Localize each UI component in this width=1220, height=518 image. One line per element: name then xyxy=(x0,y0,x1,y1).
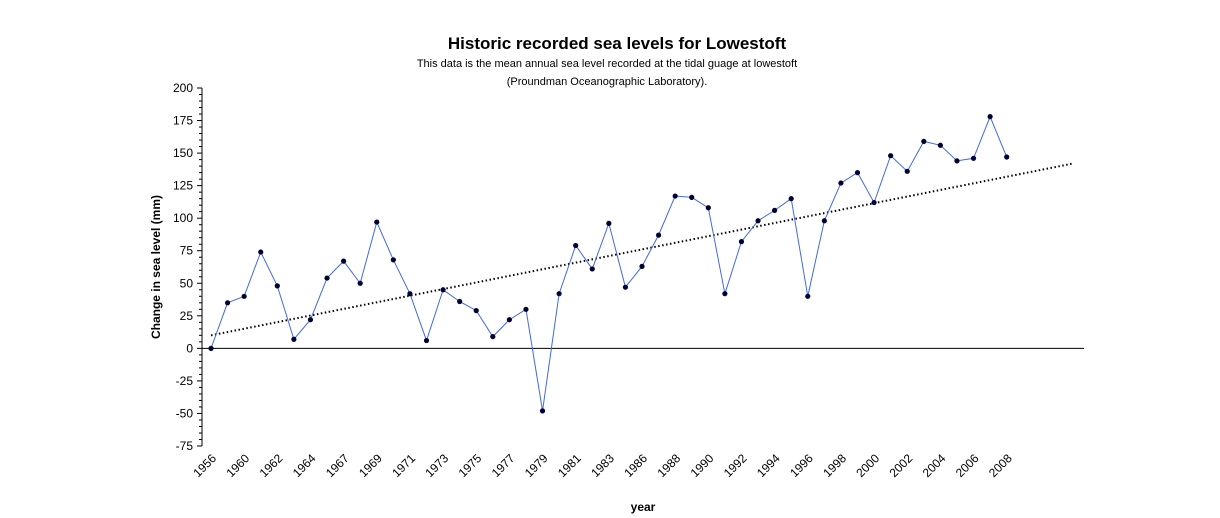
data-point xyxy=(539,408,546,414)
data-point xyxy=(987,114,993,120)
x-tick-label: 1998 xyxy=(820,451,849,480)
data-point xyxy=(639,263,645,269)
y-tick-label: 25 xyxy=(180,309,194,323)
data-point xyxy=(755,218,761,224)
data-point xyxy=(788,196,794,202)
data-point xyxy=(705,205,711,211)
data-point xyxy=(440,287,446,293)
data-point xyxy=(722,291,728,297)
x-tick-label: 1990 xyxy=(688,451,717,480)
x-tick-label: 1994 xyxy=(754,451,783,480)
data-point xyxy=(523,306,529,312)
y-tick-label: 0 xyxy=(186,341,193,355)
data-point xyxy=(506,317,512,323)
data-point xyxy=(655,232,662,238)
data-point xyxy=(241,293,247,299)
data-point xyxy=(772,207,778,213)
x-tick-label: 1971 xyxy=(389,451,418,480)
data-point xyxy=(838,180,844,186)
data-point xyxy=(888,153,894,159)
y-tick-label: 50 xyxy=(180,276,194,290)
data-point xyxy=(622,284,629,290)
data-point xyxy=(871,199,877,206)
x-tick-label: 2000 xyxy=(853,451,882,480)
y-tick-label: 125 xyxy=(173,179,193,193)
chart-title: Historic recorded sea levels for Lowesto… xyxy=(447,34,787,53)
data-point xyxy=(805,293,811,299)
data-point xyxy=(291,336,297,342)
x-tick-label: 1973 xyxy=(422,451,451,480)
data-point xyxy=(208,345,214,351)
x-tick-label: 2006 xyxy=(953,451,982,480)
data-point xyxy=(490,334,496,340)
data-point xyxy=(224,300,231,306)
axes xyxy=(197,87,1084,447)
data-point xyxy=(556,291,562,297)
y-axis-title: Change in sea level (mm) xyxy=(149,195,163,339)
data-point xyxy=(738,239,745,245)
data-point xyxy=(854,170,861,176)
trendline-group xyxy=(210,162,1074,337)
data-point xyxy=(274,283,280,289)
x-tick-label: 1996 xyxy=(787,451,816,480)
data-point xyxy=(921,138,927,144)
x-tick-label: 1969 xyxy=(356,451,385,480)
data-point xyxy=(689,194,695,200)
x-tick-label: 1962 xyxy=(257,451,286,480)
data-point xyxy=(954,158,960,164)
x-axis-title: year xyxy=(631,500,656,514)
data-point xyxy=(407,291,413,297)
y-tick-label: -75 xyxy=(176,439,194,453)
data-point xyxy=(573,242,579,249)
x-tick-label: 2002 xyxy=(887,451,916,480)
chart-subtitle-line-2: (Proundman Oceanographic Laboratory). xyxy=(506,76,708,88)
y-tick-label: 200 xyxy=(173,81,193,95)
y-tick-label: 175 xyxy=(173,114,193,128)
chart-subtitle-line-1: This data is the mean annual sea level r… xyxy=(416,58,798,70)
x-tick-label: 1967 xyxy=(323,451,352,480)
x-tick-label: 1979 xyxy=(522,451,551,480)
y-tick-label: -25 xyxy=(176,374,194,388)
series-group xyxy=(208,114,1010,414)
y-tick-label: 100 xyxy=(173,211,193,225)
data-point xyxy=(672,193,678,199)
x-tick-label: 1975 xyxy=(456,451,485,480)
data-point xyxy=(970,155,977,161)
x-tick-label: 1988 xyxy=(654,451,683,480)
data-point xyxy=(1004,154,1010,160)
data-point xyxy=(457,298,463,305)
data-point xyxy=(423,337,430,344)
x-tick-label: 2008 xyxy=(986,451,1015,480)
data-point xyxy=(341,258,347,264)
series-line xyxy=(210,115,1008,411)
data-point xyxy=(357,280,363,286)
x-tick-label: 1992 xyxy=(721,451,750,480)
data-point xyxy=(324,275,330,281)
x-tick-label: 1964 xyxy=(290,451,319,480)
data-point xyxy=(473,308,479,314)
x-tick-label: 2004 xyxy=(920,451,949,480)
data-point xyxy=(904,168,910,174)
data-point xyxy=(606,220,612,226)
y-tick-label: -50 xyxy=(176,406,194,420)
x-tick-label: 1983 xyxy=(588,451,617,480)
data-point xyxy=(258,249,264,255)
y-tick-label: 150 xyxy=(173,146,193,160)
x-tick-label: 1977 xyxy=(489,451,518,480)
data-point xyxy=(821,218,827,224)
data-point xyxy=(589,266,595,272)
data-point xyxy=(937,142,943,148)
trendline xyxy=(210,162,1074,337)
x-tick-label: 1981 xyxy=(555,451,584,480)
data-point xyxy=(390,257,396,263)
x-tick-label: 1956 xyxy=(190,451,219,480)
data-point xyxy=(374,219,380,225)
y-tick-label: 75 xyxy=(180,244,194,258)
data-point xyxy=(307,317,314,323)
x-tick-label: 1960 xyxy=(223,451,252,480)
x-tick-label: 1986 xyxy=(621,451,650,480)
